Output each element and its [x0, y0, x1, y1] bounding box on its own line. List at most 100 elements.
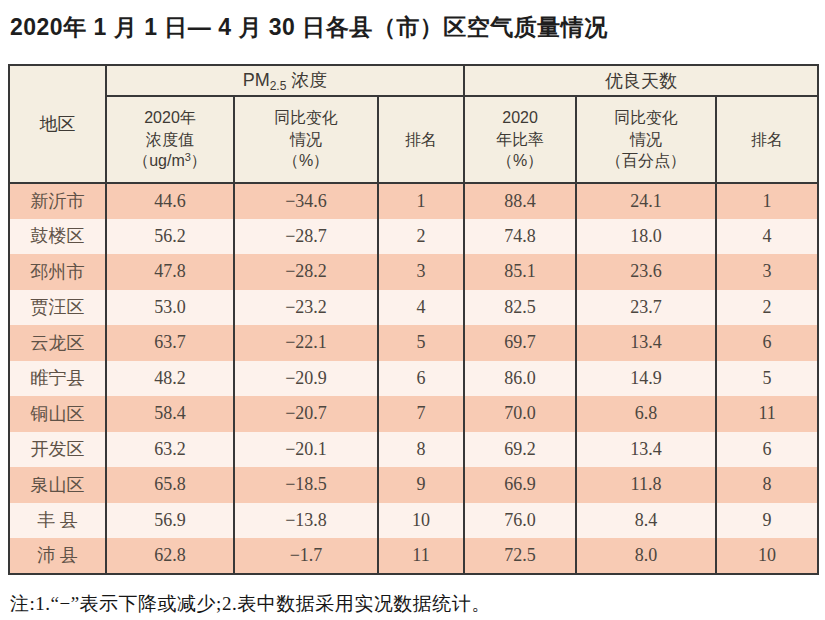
cell-pm-rank: 5 — [378, 325, 464, 361]
header-line: （百分点） — [577, 150, 715, 171]
cell-region: 鼓楼区 — [9, 219, 106, 255]
page-title: 2020年 1 月 1 日— 4 月 30 日各县（市）区空气质量情况 — [10, 12, 817, 43]
page: 2020年 1 月 1 日— 4 月 30 日各县（市）区空气质量情况 地区 P… — [0, 0, 825, 617]
cell-days-change: 23.6 — [576, 254, 716, 290]
unit-post: ） — [191, 152, 207, 169]
cell-region: 泉山区 — [9, 467, 106, 503]
cell-pm-rank: 11 — [378, 538, 464, 574]
cell-days-rank: 6 — [716, 432, 818, 468]
table-row: 丰 县56.9−13.81076.08.49 — [9, 503, 818, 539]
header-pm-rank: 排名 — [378, 96, 464, 183]
table-row: 铜山区58.4−20.7770.06.811 — [9, 396, 818, 432]
cell-days-change: 18.0 — [576, 219, 716, 255]
header-sub-row: 2020年 浓度值 （ug/m3） 同比变化 情况 （%） 排名 2020 年比… — [9, 96, 818, 183]
cell-pm-rank: 1 — [378, 183, 464, 219]
table-row: 贾汪区53.0−23.2482.523.72 — [9, 290, 818, 326]
header-pm-value: 2020年 浓度值 （ug/m3） — [106, 96, 234, 183]
cell-region: 新沂市 — [9, 183, 106, 219]
header-days-change: 同比变化 情况 （百分点） — [576, 96, 716, 183]
cell-pm-rank: 2 — [378, 219, 464, 255]
cell-pm-rank: 6 — [378, 361, 464, 397]
cell-region: 铜山区 — [9, 396, 106, 432]
header-line: 2020 — [465, 107, 575, 128]
header-line: （%） — [465, 150, 575, 171]
table-body: 新沂市44.6−34.6188.424.11鼓楼区56.2−28.7274.81… — [9, 183, 818, 574]
cell-days-rank: 6 — [716, 325, 818, 361]
cell-days-change: 11.8 — [576, 467, 716, 503]
cell-pm-value: 58.4 — [106, 396, 234, 432]
cell-days-rate: 74.8 — [464, 219, 576, 255]
cell-pm-rank: 7 — [378, 396, 464, 432]
cell-pm-value: 44.6 — [106, 183, 234, 219]
cell-pm-value: 63.7 — [106, 325, 234, 361]
cell-days-rank: 9 — [716, 503, 818, 539]
cell-region: 丰 县 — [9, 503, 106, 539]
header-pm-change: 同比变化 情况 （%） — [234, 96, 378, 183]
table-row: 开发区63.2−20.1869.213.46 — [9, 432, 818, 468]
cell-days-change: 14.9 — [576, 361, 716, 397]
cell-region: 贾汪区 — [9, 290, 106, 326]
header-line: 2020年 — [107, 107, 233, 128]
cell-pm-value: 62.8 — [106, 538, 234, 574]
header-days-rank: 排名 — [716, 96, 818, 183]
cell-pm-value: 56.9 — [106, 503, 234, 539]
cell-pm-change: −28.2 — [234, 254, 378, 290]
cell-pm-value: 48.2 — [106, 361, 234, 397]
cell-pm-rank: 9 — [378, 467, 464, 503]
cell-days-rate: 76.0 — [464, 503, 576, 539]
cell-region: 邳州市 — [9, 254, 106, 290]
pm25-label-pre: PM — [243, 70, 270, 90]
cell-pm-value: 65.8 — [106, 467, 234, 503]
cell-days-rate: 70.0 — [464, 396, 576, 432]
table-row: 泉山区65.8−18.5966.911.88 — [9, 467, 818, 503]
cell-pm-rank: 3 — [378, 254, 464, 290]
cell-pm-change: −28.7 — [234, 219, 378, 255]
table-row: 鼓楼区56.2−28.7274.818.04 — [9, 219, 818, 255]
unit-pre: （ug/m — [133, 152, 185, 169]
cell-days-rank: 1 — [716, 183, 818, 219]
cell-pm-value: 56.2 — [106, 219, 234, 255]
footnote: 注:1.“−”表示下降或减少;2.表中数据采用实况数据统计。 — [10, 591, 817, 617]
cell-region: 开发区 — [9, 432, 106, 468]
header-group-pm25: PM2.5 浓度 — [106, 65, 464, 96]
cell-pm-change: −23.2 — [234, 290, 378, 326]
cell-days-change: 8.0 — [576, 538, 716, 574]
cell-pm-value: 63.2 — [106, 432, 234, 468]
cell-days-rate: 85.1 — [464, 254, 576, 290]
cell-pm-change: −20.7 — [234, 396, 378, 432]
cell-pm-change: −34.6 — [234, 183, 378, 219]
cell-pm-change: −1.7 — [234, 538, 378, 574]
cell-days-rate: 66.9 — [464, 467, 576, 503]
cell-days-rank: 4 — [716, 219, 818, 255]
cell-days-rank: 8 — [716, 467, 818, 503]
cell-days-change: 13.4 — [576, 432, 716, 468]
cell-pm-change: −13.8 — [234, 503, 378, 539]
header-line: 情况 — [235, 129, 377, 150]
cell-days-rate: 86.0 — [464, 361, 576, 397]
cell-days-change: 8.4 — [576, 503, 716, 539]
cell-pm-rank: 8 — [378, 432, 464, 468]
header-line: 情况 — [577, 129, 715, 150]
cell-days-rate: 82.5 — [464, 290, 576, 326]
cell-days-rate: 69.2 — [464, 432, 576, 468]
table-row: 云龙区63.7−22.1569.713.46 — [9, 325, 818, 361]
cell-days-rank: 11 — [716, 396, 818, 432]
header-line: 同比变化 — [577, 107, 715, 128]
header-group-good-days: 优良天数 — [464, 65, 818, 96]
header-region: 地区 — [9, 65, 106, 183]
cell-pm-change: −20.9 — [234, 361, 378, 397]
table-header: 地区 PM2.5 浓度 优良天数 2020年 浓度值 （ug/m3） 同比变化 … — [9, 65, 818, 183]
cell-pm-value: 53.0 — [106, 290, 234, 326]
header-days-rate: 2020 年比率 （%） — [464, 96, 576, 183]
cell-days-rank: 3 — [716, 254, 818, 290]
table-row: 新沂市44.6−34.6188.424.11 — [9, 183, 818, 219]
header-line: 同比变化 — [235, 107, 377, 128]
cell-pm-rank: 4 — [378, 290, 464, 326]
air-quality-table: 地区 PM2.5 浓度 优良天数 2020年 浓度值 （ug/m3） 同比变化 … — [8, 64, 819, 575]
pm25-label-post: 浓度 — [286, 70, 327, 90]
cell-days-change: 6.8 — [576, 396, 716, 432]
cell-days-change: 23.7 — [576, 290, 716, 326]
pm25-subscript: 2.5 — [270, 79, 287, 93]
header-group-row: 地区 PM2.5 浓度 优良天数 — [9, 65, 818, 96]
header-line: 年比率 — [465, 129, 575, 150]
